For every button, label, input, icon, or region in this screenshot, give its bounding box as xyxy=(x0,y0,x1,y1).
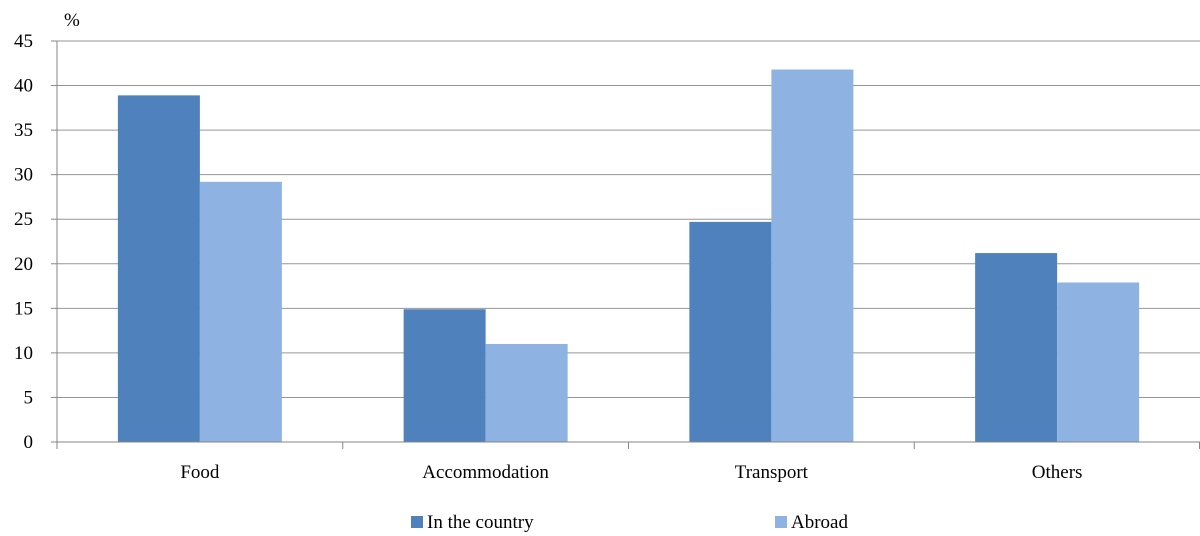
bar-transport-abroad xyxy=(771,69,854,442)
bar-others-abroad xyxy=(1057,282,1140,442)
y-tick-label: 30 xyxy=(14,165,33,186)
bar-others-in-the-country xyxy=(975,253,1058,442)
y-tick-label: 35 xyxy=(14,120,33,141)
y-tick-label: 40 xyxy=(14,76,33,97)
legend-label: Abroad xyxy=(791,512,848,533)
x-tick-label: Transport xyxy=(735,462,809,483)
y-tick-label: 20 xyxy=(14,254,33,275)
legend-label: In the country xyxy=(427,512,534,533)
y-tick-label: 25 xyxy=(14,209,33,230)
legend-swatch xyxy=(775,516,787,528)
y-tick-label: 5 xyxy=(24,387,34,408)
bar-accommodation-in-the-country xyxy=(403,309,486,442)
bar-accommodation-abroad xyxy=(485,343,568,442)
legend: In the country Abroad xyxy=(411,512,848,533)
x-tick-label: Food xyxy=(180,462,220,483)
y-tick-label: 45 xyxy=(14,31,33,52)
bar-food-in-the-country xyxy=(117,95,200,442)
x-tick-label: Others xyxy=(1032,462,1083,483)
y-tick-label: 10 xyxy=(14,343,33,364)
axes xyxy=(51,40,1200,449)
x-tick-label: Accommodation xyxy=(422,462,549,483)
bars xyxy=(117,69,1140,442)
y-unit-label: % xyxy=(64,10,80,31)
bar-food-abroad xyxy=(199,181,282,442)
y-tick-label: 15 xyxy=(14,298,33,319)
bar-transport-in-the-country xyxy=(689,221,772,442)
tick-labels: 0 5 10 15 20 25 30 35 40 45 Food Accommodation Trans… xyxy=(14,31,1082,483)
y-tick-label: 0 xyxy=(24,432,34,453)
legend-swatch xyxy=(411,516,423,528)
